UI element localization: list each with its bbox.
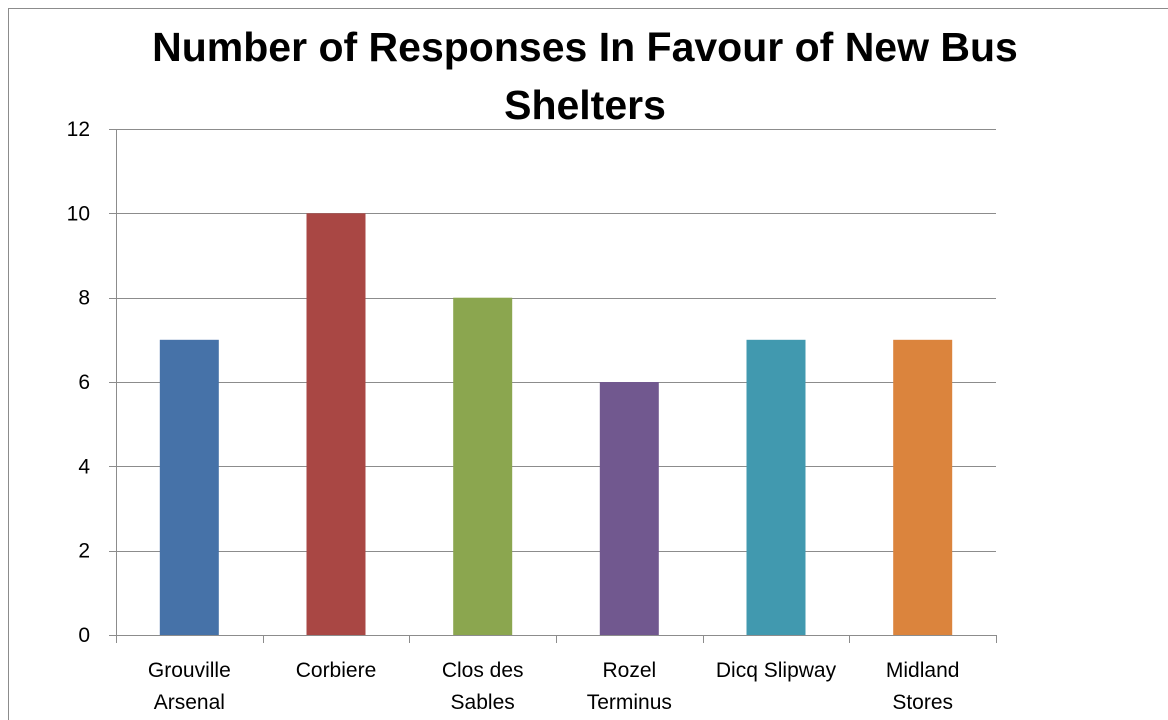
y-tick-label: 8 <box>78 287 90 310</box>
bar-3 <box>599 382 659 635</box>
bar-5 <box>893 339 953 635</box>
x-tick-label-3: Rozel Terminus <box>587 659 672 714</box>
y-tick-label: 6 <box>78 371 90 394</box>
bar-2 <box>453 297 513 635</box>
x-tick-label-line: Midland <box>886 659 960 682</box>
y-tick-label: 2 <box>78 540 90 563</box>
y-tick-label: 4 <box>78 455 90 478</box>
bar-0 <box>159 339 219 635</box>
axis-labels: 0 2 4 6 8 10 12 Grouville Arsenal Corbiere Clos de… <box>67 118 960 714</box>
x-tick-label-line: Dicq Slipway <box>716 659 837 682</box>
x-tick-label-4: Dicq Slipway <box>716 659 837 682</box>
axes <box>109 129 997 643</box>
x-tick-label-line: Stores <box>892 691 953 714</box>
x-tick-label-line: Clos des <box>442 659 524 682</box>
x-tick-label-line: Corbiere <box>296 659 377 682</box>
y-tick-label: 10 <box>67 202 90 225</box>
bar-1 <box>306 213 366 636</box>
bar-4 <box>746 339 806 635</box>
x-tick-label-line: Grouville <box>148 659 231 682</box>
x-tick-label-0: Grouville Arsenal <box>148 659 231 714</box>
chart-title: Number of Responses In Favour of New Bus… <box>152 24 1018 128</box>
bars <box>159 213 953 636</box>
gridlines <box>116 129 996 552</box>
x-tick-label-1: Corbiere <box>296 659 377 682</box>
x-tick-label-line: Terminus <box>587 691 672 714</box>
y-tick-label: 12 <box>67 118 90 141</box>
x-tick-label-5: Midland Stores <box>886 659 960 714</box>
x-tick-label-line: Rozel <box>602 659 656 682</box>
y-tick-label: 0 <box>78 624 90 647</box>
x-tick-label-line: Arsenal <box>154 691 225 714</box>
x-tick-label-2: Clos des Sables <box>442 659 524 714</box>
x-tick-label-line: Sables <box>451 691 515 714</box>
